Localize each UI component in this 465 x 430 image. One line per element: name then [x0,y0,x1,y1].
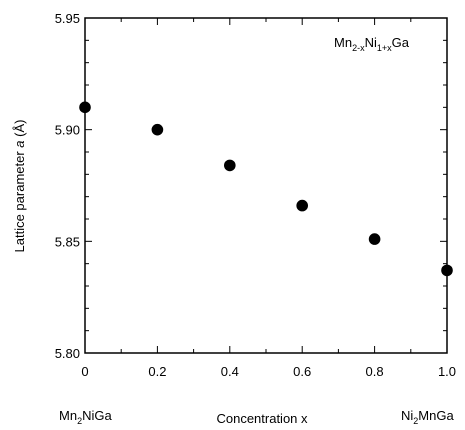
data-point [296,199,309,212]
x-tick-labels: 0 0.2 0.4 0.6 0.8 1.0 [81,364,456,379]
y-tick-label: 5.80 [55,346,80,361]
y-tick-label: 5.85 [55,234,80,249]
x-tick-label: 0.2 [148,364,166,379]
end-label-right: Ni2MnGa [401,408,454,426]
data-point [368,233,381,245]
axis-ticks [84,17,448,354]
y-tick-label: 5.90 [55,123,80,138]
y-axis-label: Lattice parameter a (Å) [12,120,27,253]
series-formula-annotation: Mn2-xNi1+xGa [334,35,410,53]
data-point [151,123,164,136]
data-point [79,101,91,114]
y-tick-label: 5.95 [55,11,80,26]
x-tick-label: 1.0 [438,364,456,379]
y-tick-labels: 5.80 5.85 5.90 5.95 [55,11,80,361]
data-point [441,264,453,277]
x-tick-label: 0 [81,364,88,379]
x-tick-label: 0.6 [293,364,311,379]
x-axis-label: Concentration x [216,411,308,426]
data-point [224,159,236,172]
x-tick-label: 0.8 [366,364,384,379]
data-points [79,101,453,277]
plot-frame [84,17,448,354]
end-label-left: Mn2NiGa [59,408,112,426]
x-tick-label: 0.4 [221,364,239,379]
